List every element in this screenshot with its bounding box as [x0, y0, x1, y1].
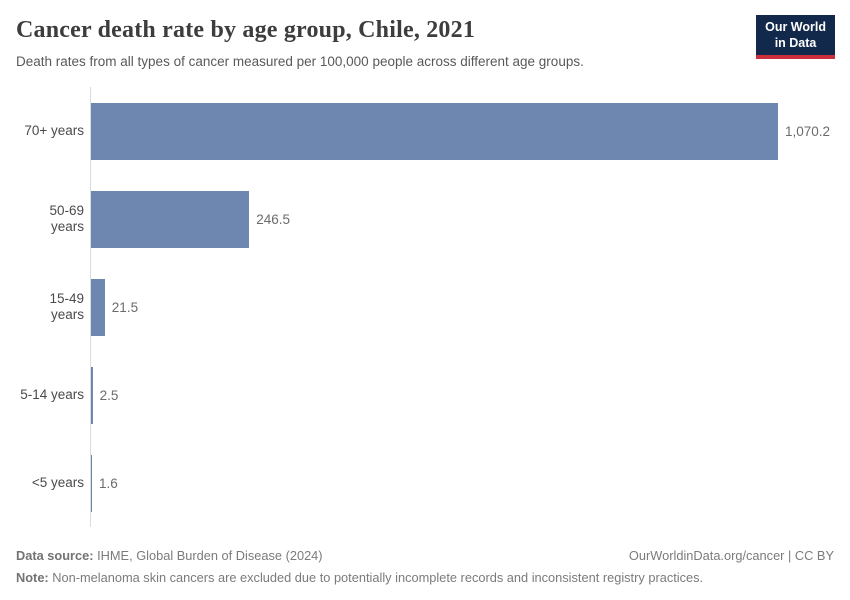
- owid-logo-line2: in Data: [774, 35, 817, 50]
- bar-row: <5 years 1.6: [0, 439, 850, 528]
- bar[interactable]: [91, 190, 250, 248]
- category-label: 50-69 years: [49, 202, 84, 235]
- bar-row: 5-14 years 2.5: [0, 351, 850, 440]
- category-label: <5 years: [31, 474, 84, 490]
- license-text: OurWorldinData.org/cancer | CC BY: [628, 547, 834, 563]
- bar-track: 246.5: [90, 175, 850, 264]
- page-title: Cancer death rate by age group, Chile, 2…: [16, 17, 476, 43]
- chart-subtitle: Death rates from all types of cancer mea…: [16, 53, 584, 69]
- owid-logo[interactable]: Our World in Data: [756, 15, 835, 60]
- footer-note: Note: Non-melanoma skin cancers are excl…: [16, 570, 834, 587]
- owid-logo-line1: Our World: [765, 20, 826, 34]
- data-source-label: Data source:: [16, 547, 94, 563]
- chart-header: Cancer death rate by age group, Chile, 2…: [0, 0, 850, 71]
- bar-chart: 70+ years 1,070.2 50-69 years 246.5 15-4…: [0, 87, 850, 528]
- category-label: 70+ years: [24, 122, 84, 138]
- footer: Data source: IHME, Global Burden of Dise…: [16, 548, 834, 587]
- note-label: Note:: [16, 570, 49, 586]
- note-text: Non-melanoma skin cancers are excluded d…: [48, 570, 704, 586]
- bar-value-label: 1,070.2: [785, 123, 831, 139]
- category-label: 15-49 years: [49, 290, 84, 323]
- bar-track: 1.6: [90, 439, 850, 528]
- bar-value-label: 2.5: [99, 387, 119, 403]
- bar-row: 15-49 years 21.5: [0, 263, 850, 352]
- bar[interactable]: [91, 102, 778, 160]
- category-label: 5-14 years: [20, 386, 84, 402]
- bar[interactable]: [91, 278, 105, 336]
- bar-value-label: 21.5: [111, 299, 139, 315]
- bar-track: 1,070.2: [90, 87, 850, 176]
- bar-value-label: 1.6: [99, 475, 118, 491]
- bar-value-label: 246.5: [256, 211, 291, 227]
- bar-row: 70+ years 1,070.2: [0, 87, 850, 176]
- data-source-text: IHME, Global Burden of Disease (2024): [93, 547, 323, 563]
- bar[interactable]: [91, 454, 93, 512]
- data-source: Data source: IHME, Global Burden of Dise…: [16, 548, 323, 565]
- bar-track: 2.5: [90, 351, 850, 440]
- bar[interactable]: [91, 366, 93, 424]
- bar-track: 21.5: [90, 263, 850, 352]
- bar-row: 50-69 years 246.5: [0, 175, 850, 264]
